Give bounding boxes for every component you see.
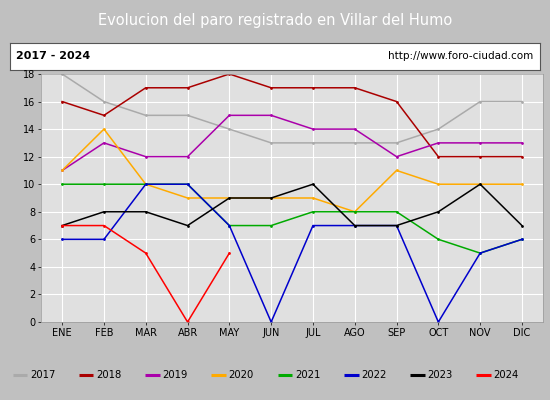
Text: 2024: 2024 xyxy=(494,370,519,380)
Text: 2020: 2020 xyxy=(229,370,254,380)
Text: 2018: 2018 xyxy=(96,370,122,380)
Text: 2017: 2017 xyxy=(30,370,55,380)
Text: 2017 - 2024: 2017 - 2024 xyxy=(16,51,91,61)
Text: http://www.foro-ciudad.com: http://www.foro-ciudad.com xyxy=(388,51,534,61)
Text: 2021: 2021 xyxy=(295,370,320,380)
Text: Evolucion del paro registrado en Villar del Humo: Evolucion del paro registrado en Villar … xyxy=(98,14,452,28)
Text: 2022: 2022 xyxy=(361,370,387,380)
Text: 2019: 2019 xyxy=(162,370,188,380)
Text: 2023: 2023 xyxy=(427,370,453,380)
